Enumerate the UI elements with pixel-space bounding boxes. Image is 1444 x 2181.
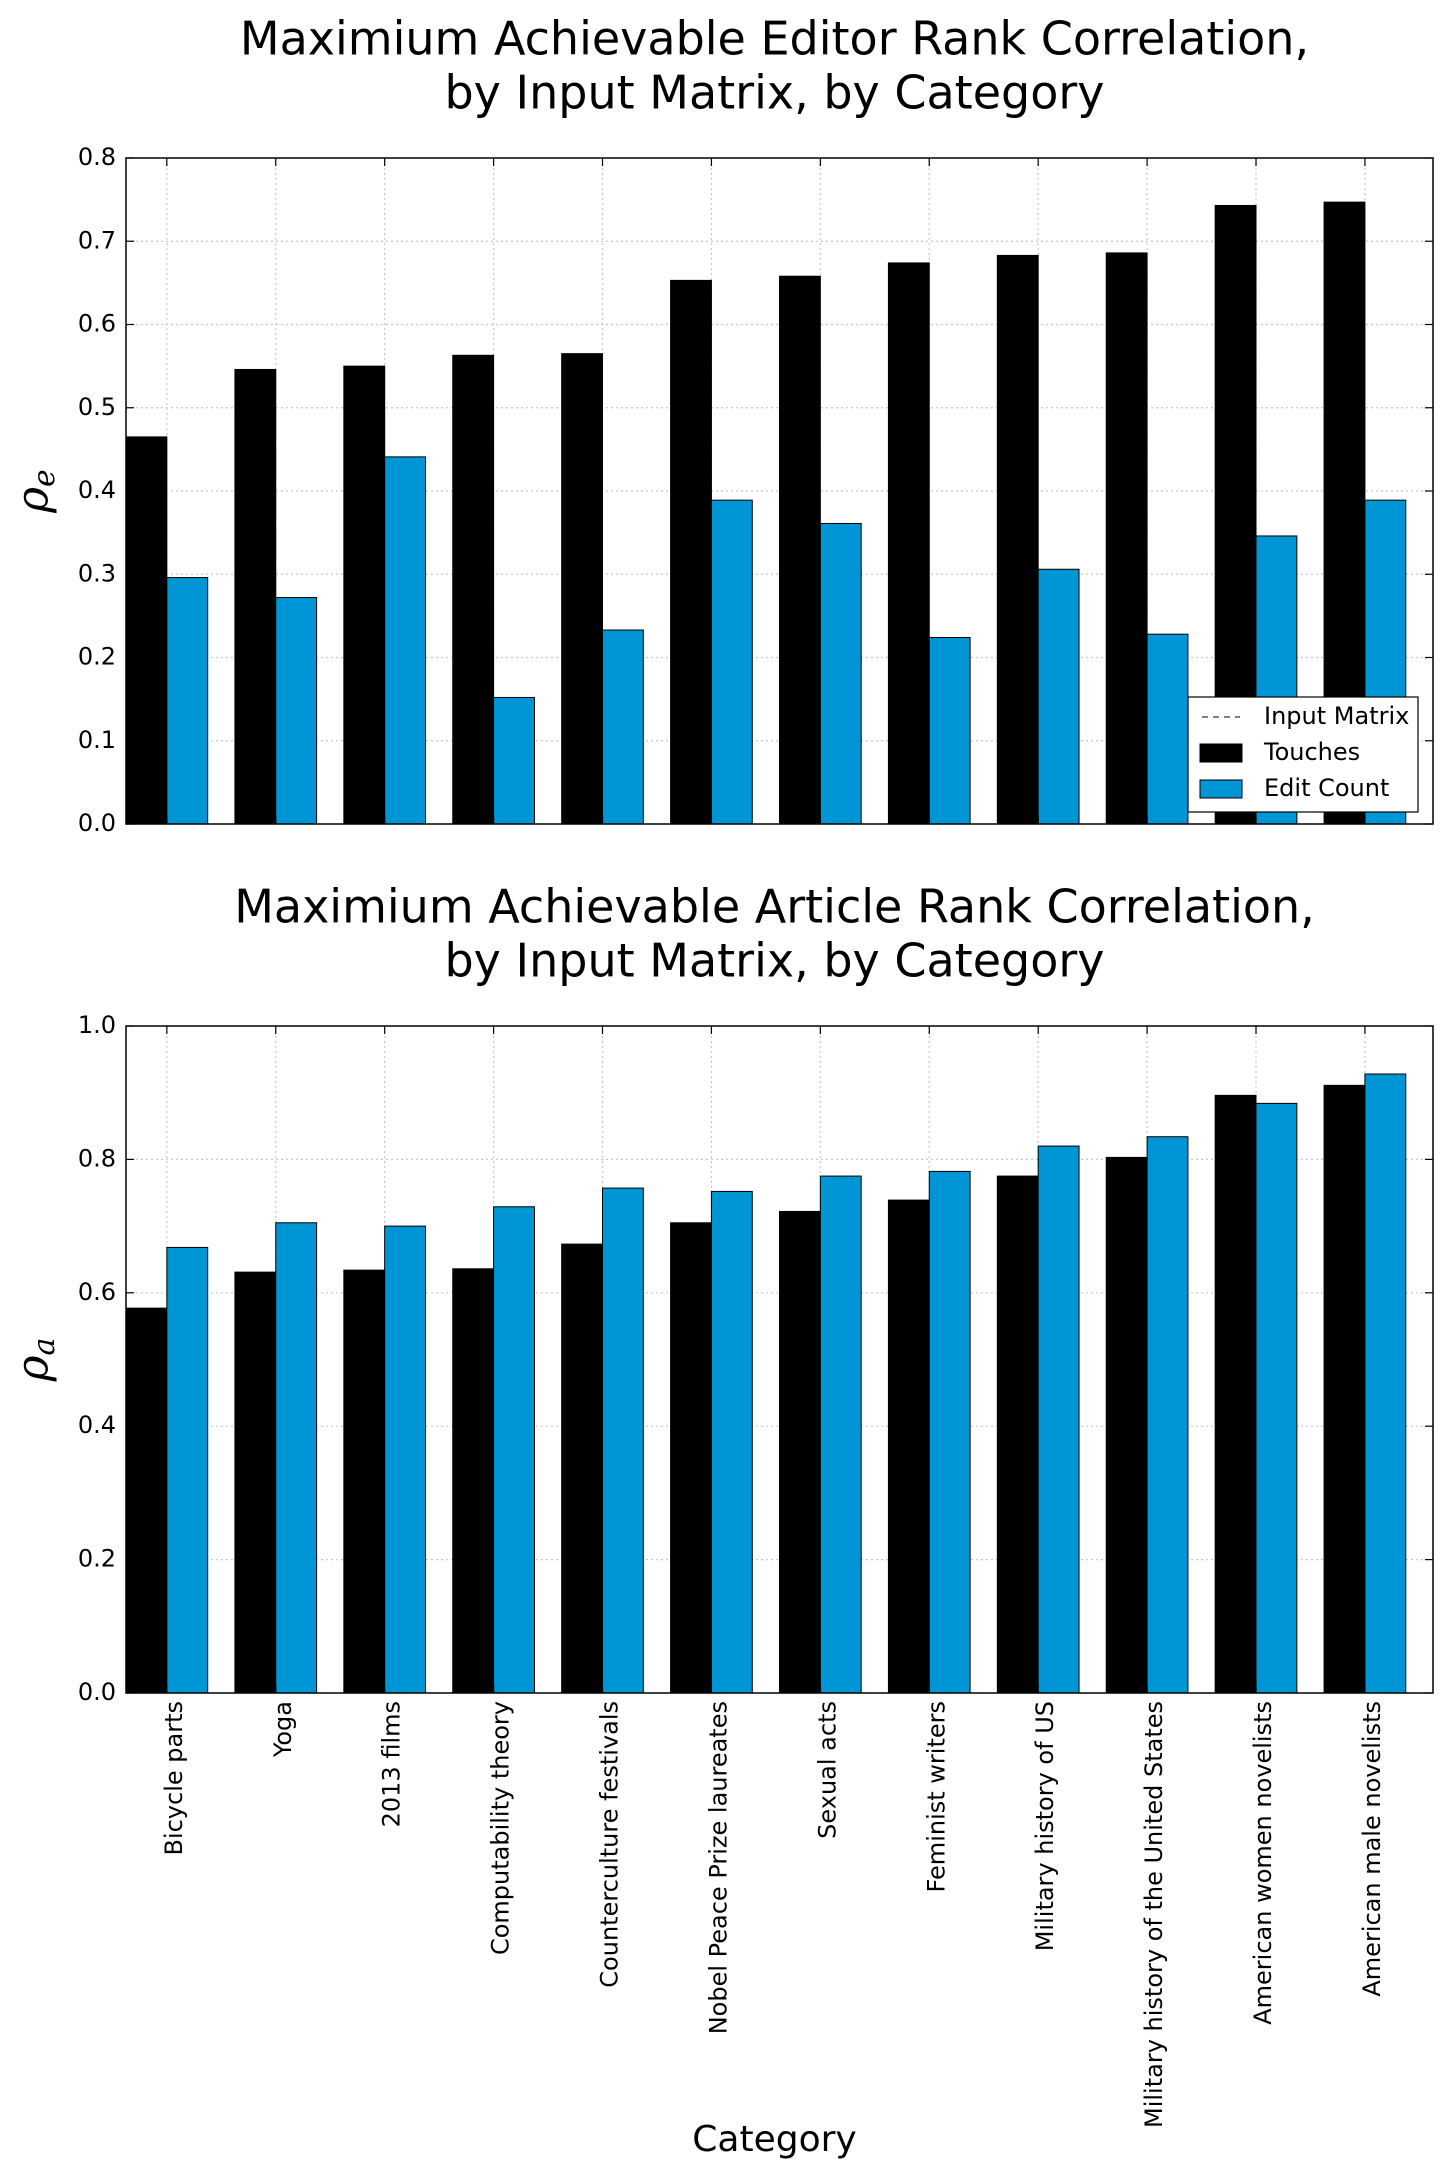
y-tick-label: 0.0: [78, 809, 116, 837]
bar-edit-count: [1037, 1145, 1080, 1694]
bar-touches: [452, 1268, 495, 1694]
bar-touches: [887, 262, 930, 825]
editor-correlation-chart: Maximium Achievable Editor Rank Correlat…: [8, 12, 1434, 837]
x-category-label: Feminist writers: [922, 1701, 950, 1892]
bar-touches: [234, 368, 277, 825]
bar-touches: [996, 254, 1039, 825]
x-category-label: Military history of US: [1031, 1701, 1059, 1951]
plot-frame: [125, 157, 1434, 825]
bar-edit-count: [1364, 1073, 1407, 1694]
legend-title: Input Matrix: [1264, 702, 1409, 730]
bar-edit-count: [1146, 633, 1189, 825]
legend-swatch-edit-count: [1199, 779, 1243, 799]
chart-title-line: Maximium Achievable Editor Rank Correlat…: [240, 12, 1309, 66]
bar-edit-count: [493, 696, 535, 825]
x-category-label: 2013 films: [378, 1701, 406, 1827]
chart-title-line: by Input Matrix, by Category: [444, 934, 1104, 988]
y-tick-label: 0.2: [78, 643, 116, 671]
article-correlation-chart: Maximium Achievable Article Rank Correla…: [8, 880, 1434, 2160]
bar-touches: [670, 1222, 712, 1694]
y-tick-label: 0.6: [78, 310, 116, 338]
x-axis-label: Category: [692, 2119, 856, 2160]
bar-edit-count: [602, 1187, 644, 1694]
bar-touches: [1323, 1084, 1366, 1694]
bar-touches: [343, 365, 386, 825]
y-axis-label-subscript: a: [27, 1338, 62, 1356]
x-category-label: Yoga: [269, 1701, 297, 1758]
bar-edit-count: [166, 577, 209, 825]
bar-edit-count: [384, 1225, 427, 1694]
bar-touches: [1214, 1094, 1257, 1694]
legend: Input Matrix Touches Edit Count: [1187, 696, 1419, 813]
y-tick-label: 0.8: [78, 143, 116, 171]
x-category-label: Computability theory: [487, 1701, 515, 1955]
y-axis-label: ρa: [8, 1338, 63, 1383]
bar-edit-count: [710, 499, 753, 825]
legend-swatch-touches: [1199, 743, 1243, 763]
bar-touches: [452, 354, 495, 825]
bar-edit-count: [1146, 1136, 1189, 1694]
y-tick-label: 0.1: [78, 726, 116, 754]
chart-title-line: by Input Matrix, by Category: [444, 66, 1104, 120]
bar-edit-count: [928, 637, 971, 825]
y-tick-label: 0.4: [78, 1411, 116, 1439]
legend-label-edit-count: Edit Count: [1264, 774, 1389, 802]
x-category-label: Nobel Peace Prize laureates: [704, 1701, 732, 2034]
bar-touches: [125, 1307, 168, 1694]
bar-touches: [887, 1199, 930, 1694]
bar-touches: [343, 1269, 386, 1694]
x-category-label: American women novelists: [1249, 1701, 1277, 2025]
legend-label-touches: Touches: [1263, 738, 1360, 766]
bar-touches: [1105, 1156, 1148, 1694]
bar-edit-count: [928, 1170, 971, 1694]
y-tick-label: 0.8: [78, 1144, 116, 1172]
bar-edit-count: [819, 1175, 862, 1694]
bar-edit-count: [819, 522, 862, 825]
bar-edit-count: [275, 1222, 318, 1694]
x-category-label: Sexual acts: [813, 1701, 841, 1839]
y-tick-label: 0.7: [78, 226, 116, 254]
y-tick-label: 0.5: [78, 393, 116, 421]
x-category-label: Bicycle parts: [160, 1701, 188, 1856]
bar-edit-count: [166, 1246, 209, 1694]
plot-frame: [125, 1025, 1434, 1694]
bar-touches: [779, 275, 821, 825]
y-tick-label: 0.2: [78, 1545, 116, 1573]
bar-touches: [561, 1243, 604, 1694]
bar-edit-count: [1255, 1102, 1298, 1694]
y-axis-label: ρe: [8, 469, 63, 514]
bar-touches: [996, 1175, 1039, 1694]
bar-touches: [234, 1271, 277, 1694]
y-tick-label: 1.0: [78, 1011, 116, 1039]
bar-touches: [670, 279, 712, 825]
bar-touches: [779, 1210, 821, 1694]
y-tick-label: 0.6: [78, 1278, 116, 1306]
chart-title-line: Maximium Achievable Article Rank Correla…: [234, 880, 1315, 934]
bar-touches: [1105, 252, 1148, 825]
bar-edit-count: [602, 629, 644, 825]
bar-edit-count: [1037, 568, 1080, 825]
bar-touches: [125, 436, 168, 825]
bar-edit-count: [493, 1206, 535, 1694]
bar-edit-count: [275, 597, 318, 825]
y-tick-label: 0.3: [78, 559, 116, 587]
y-axis-label-subscript: e: [27, 469, 62, 487]
y-tick-label: 0.0: [78, 1678, 116, 1706]
x-category-label: Military history of the United States: [1140, 1701, 1168, 2128]
bar-touches: [561, 353, 604, 825]
bar-edit-count: [384, 456, 427, 825]
x-category-label: American male novelists: [1358, 1701, 1386, 1997]
x-category-label: Counterculture festivals: [596, 1701, 624, 1988]
y-tick-label: 0.4: [78, 476, 116, 504]
bar-edit-count: [710, 1190, 753, 1694]
